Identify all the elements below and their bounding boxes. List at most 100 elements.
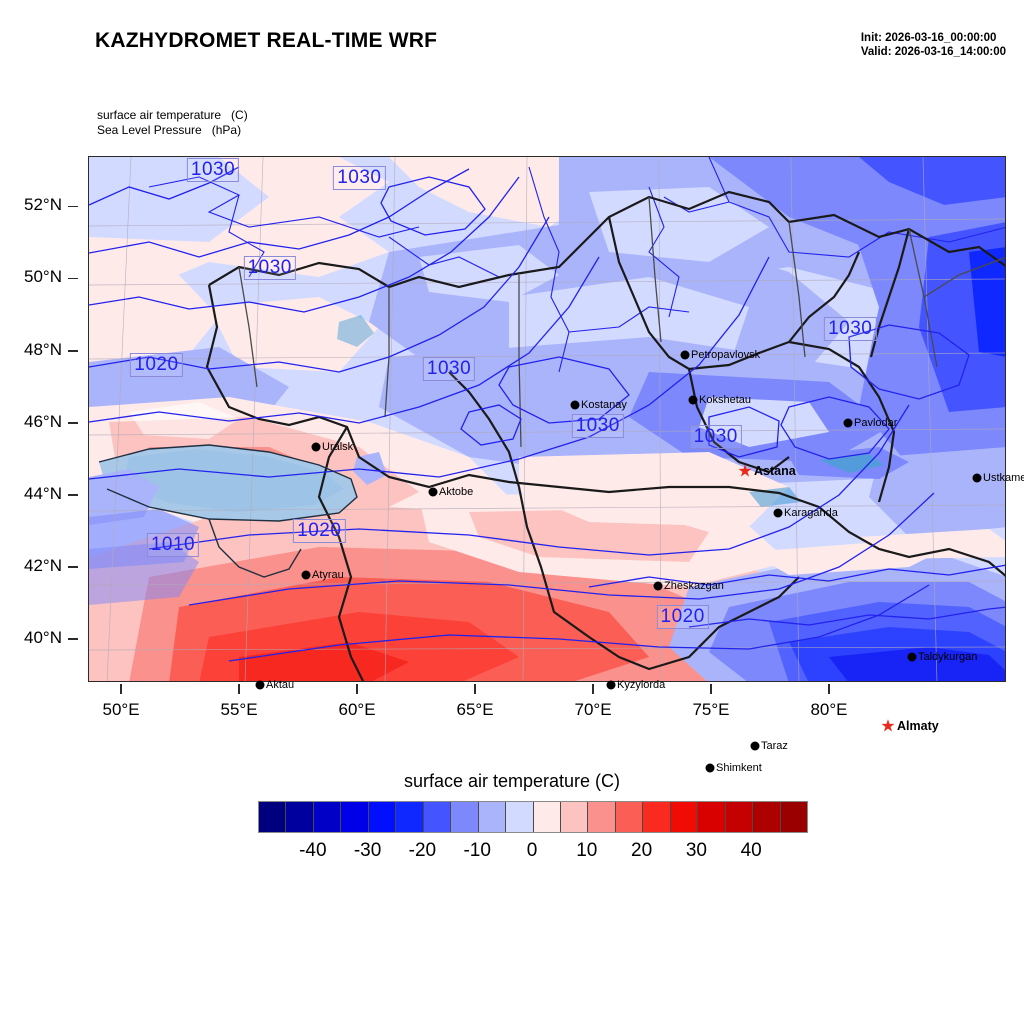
colorbar-band: [533, 802, 561, 832]
city-marker: [843, 418, 853, 428]
colorbar-band: [588, 802, 616, 832]
isobar-label: 1020: [656, 605, 709, 630]
colorbar-tick-label: -10: [463, 840, 491, 861]
latitude-tick: [68, 205, 78, 208]
city-label: Kyzylorda: [617, 679, 666, 691]
city-label: Atyrau: [312, 569, 344, 581]
isobar-label: 1020: [130, 352, 183, 377]
latitude-tick: [68, 422, 78, 424]
temperature-field: [89, 157, 1005, 681]
city-marker: [653, 581, 663, 591]
city-label: Aktobe: [439, 486, 474, 498]
colorbar-tick-label: -20: [408, 840, 437, 861]
capital-star-icon: ★: [880, 716, 896, 736]
colorbar-band: [698, 802, 726, 832]
city-label: Taraz: [761, 740, 788, 752]
city-marker: [750, 741, 760, 751]
map-svg: [89, 157, 1005, 681]
longitude-tick: [120, 684, 122, 694]
init-time: Init: 2026-03-16_00:00:00: [860, 32, 997, 44]
colorbar-band: [506, 802, 534, 832]
isobar-label: 1030: [824, 316, 877, 341]
city-label: Zheskazgan: [664, 580, 724, 592]
latitude-tick: [68, 638, 78, 640]
isobar-label: 1020: [293, 518, 346, 543]
longitude-tick-label: 60°E: [338, 700, 376, 719]
city-marker: [606, 680, 616, 690]
city-label: Taldykurgan: [918, 651, 978, 663]
colorbar-tick-label: 30: [685, 840, 707, 861]
valid-time: Valid: 2026-03-16_14:00:00: [860, 46, 1006, 58]
colorbar-tick-label: 40: [740, 840, 762, 861]
colorbar-tick-label: 20: [631, 840, 653, 861]
city-marker: [705, 763, 715, 773]
latitude-tick: [68, 494, 78, 496]
city-marker: [972, 473, 982, 483]
longitude-tick: [474, 684, 476, 694]
latitude-tick-label: 52°N: [24, 195, 62, 215]
colorbar-tick-label: 0: [526, 840, 538, 861]
map-labels-overlay: Petropavlovsk Kostanay Kokshetau Pavlodar Ur…: [88, 156, 1024, 774]
latitude-axis: 40°N 42°N 44°N 46°N 48°N 50°N 52°N: [0, 156, 78, 682]
latitude-tick: [68, 566, 78, 568]
city-label: Astana: [754, 464, 796, 478]
longitude-tick-label: 70°E: [574, 700, 612, 719]
city-label: Uralsk: [322, 441, 354, 453]
isobar-label: 1030: [571, 414, 624, 439]
longitude-tick: [828, 684, 830, 694]
longitude-tick: [710, 684, 712, 694]
longitude-tick-label: 75°E: [692, 700, 730, 719]
isobar-label: 1010: [146, 533, 200, 558]
colorbar-band: [313, 802, 342, 832]
city-label: Karaganda: [784, 507, 838, 519]
colorbar-title: surface air temperature (C): [403, 771, 621, 791]
isobar-lines: [89, 166, 1005, 662]
colorbar-band: [368, 802, 397, 832]
colorbar-band: [780, 802, 808, 832]
city-marker: [688, 395, 698, 405]
city-marker: [301, 570, 311, 580]
latitude-tick-label: 44°N: [24, 483, 62, 503]
city-label: Kostanay: [581, 399, 627, 411]
colorbar-ticks: -40 -30 -20 -10 0 10 20 30 40: [258, 840, 806, 870]
colorbar-band: [725, 802, 754, 832]
city-marker: [570, 400, 580, 410]
colorbar-tick-label: -40: [299, 840, 327, 861]
administrative-borders: [205, 190, 1005, 681]
capital-star-icon: ★: [737, 461, 753, 481]
latitude-tick-label: 46°N: [24, 411, 62, 431]
isobar-label: 1030: [186, 158, 240, 183]
coastline: [98, 444, 358, 578]
city-label: Ustkamen: [983, 472, 1024, 484]
colorbar-band: [643, 802, 671, 832]
city-marker: [255, 680, 265, 690]
colorbar-band: [615, 802, 644, 832]
city-label: Shimkent: [716, 762, 762, 774]
longitude-tick-label: 50°E: [102, 700, 140, 719]
colorbar-band: [560, 802, 589, 832]
latitude-tick-label: 42°N: [24, 555, 62, 575]
isobar-label: 1030: [243, 255, 296, 280]
isobar-label: 1030: [422, 356, 476, 381]
colorbar-tick-label: -30: [353, 840, 382, 861]
rivers: [148, 157, 1005, 373]
longitude-tick: [238, 684, 240, 694]
longitude-tick-label: 80°E: [810, 700, 848, 719]
variable-temperature-label: surface air temperature (C): [97, 108, 248, 122]
colorbar-band: [286, 802, 314, 832]
latitude-tick-label: 50°N: [24, 267, 62, 287]
colorbar-band: [423, 802, 452, 832]
colorbar-band: [341, 802, 369, 832]
city-marker: [680, 350, 690, 360]
city-label: Kokshetau: [699, 394, 751, 406]
variable-labels: surface air temperature (C) Sea Level Pr…: [97, 108, 248, 138]
city-marker: [428, 487, 438, 497]
colorbar-band: [478, 802, 507, 832]
map-canvas[interactable]: [88, 156, 1006, 682]
page-title: KAZHYDROMET REAL-TIME WRF: [95, 29, 438, 52]
city-label: Petropavlovsk: [691, 349, 761, 361]
latitude-tick: [68, 350, 78, 352]
longitude-tick: [356, 684, 358, 694]
colorbar-band: [670, 802, 699, 832]
